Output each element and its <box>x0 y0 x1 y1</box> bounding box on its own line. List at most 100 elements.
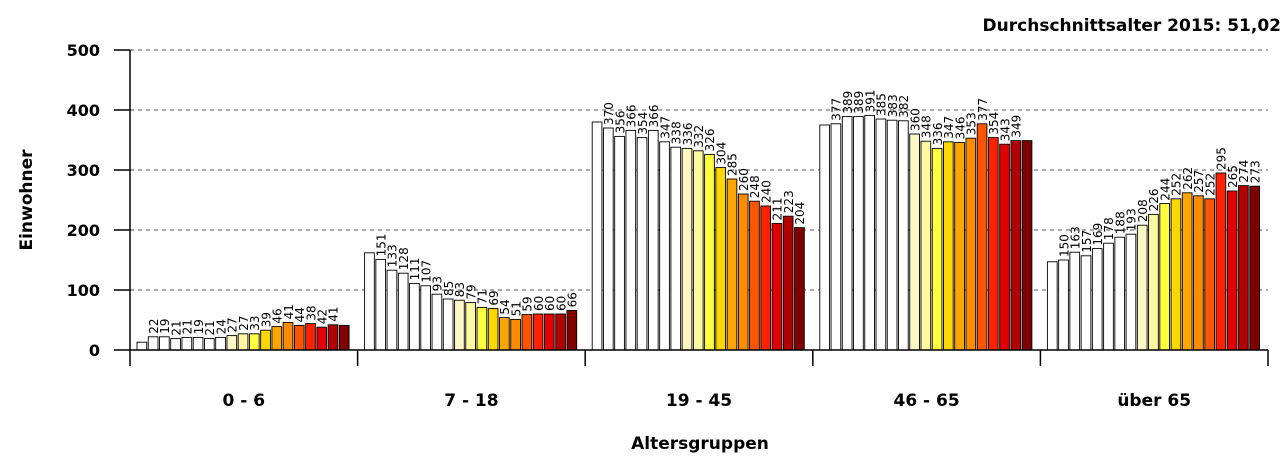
bar <box>943 141 954 351</box>
bar <box>293 324 305 351</box>
data-label: 252 <box>1170 173 1184 196</box>
x-axis-label: Altersgruppen <box>631 434 769 454</box>
data-label: 338 <box>670 121 684 144</box>
bar <box>532 313 544 351</box>
bar <box>1103 242 1114 351</box>
data-label: 240 <box>759 180 773 203</box>
bar <box>465 302 476 351</box>
data-label: 59 <box>521 296 535 311</box>
data-label: 188 <box>1113 211 1127 234</box>
data-label: 348 <box>920 115 934 138</box>
bar <box>555 313 566 351</box>
bar <box>954 141 965 351</box>
bar <box>1010 140 1022 351</box>
bar <box>760 205 772 351</box>
data-label: 366 <box>647 104 661 127</box>
bar <box>715 167 727 351</box>
bar <box>364 252 375 351</box>
x-tick-label: 7 - 18 <box>444 391 498 411</box>
bar <box>192 336 204 351</box>
data-label: 370 <box>602 102 616 125</box>
data-label: 226 <box>1147 188 1161 211</box>
data-label: 19 <box>192 319 206 334</box>
y-tick-label: 100 <box>67 281 100 300</box>
bar <box>566 309 578 351</box>
bar <box>420 285 431 351</box>
data-label: 19 <box>158 319 172 334</box>
bar <box>782 215 794 351</box>
bar <box>431 293 443 351</box>
y-tick-label: 300 <box>67 161 100 180</box>
x-tick-label: über 65 <box>1117 391 1191 411</box>
bar <box>260 329 271 351</box>
bar <box>226 335 238 351</box>
bar <box>794 227 805 351</box>
data-label: 27 <box>237 316 251 331</box>
bar <box>670 146 682 351</box>
bar <box>476 306 488 351</box>
bar <box>1091 248 1103 351</box>
data-label: 354 <box>987 112 1001 135</box>
bar <box>999 143 1010 351</box>
bar <box>271 326 283 351</box>
bar <box>237 333 249 351</box>
data-label: 223 <box>782 190 796 213</box>
bar <box>819 124 830 351</box>
data-label: 21 <box>169 320 183 335</box>
bar <box>1249 185 1260 351</box>
data-label: 356 <box>613 110 627 133</box>
data-label: 260 <box>737 168 751 191</box>
data-label: 244 <box>1158 178 1172 201</box>
bar <box>771 222 783 351</box>
data-label: 27 <box>226 317 240 332</box>
bar <box>499 317 510 351</box>
bar <box>830 123 842 351</box>
data-label: 208 <box>1136 199 1150 222</box>
data-label: 151 <box>374 233 388 256</box>
data-label: 389 <box>841 91 855 114</box>
data-label: 248 <box>748 175 762 198</box>
data-label: 382 <box>897 95 911 118</box>
data-label: 21 <box>203 320 217 335</box>
data-label: 265 <box>1226 165 1240 188</box>
bar <box>215 336 226 351</box>
data-label: 83 <box>453 282 467 297</box>
bar <box>853 116 864 351</box>
bar <box>386 269 398 351</box>
data-label: 353 <box>965 112 979 135</box>
bar <box>147 336 159 351</box>
data-label: 204 <box>793 202 807 225</box>
bar <box>1204 198 1215 351</box>
bar <box>1148 213 1159 351</box>
data-label: 193 <box>1125 208 1139 231</box>
bar <box>1125 233 1137 351</box>
bar <box>1136 224 1148 351</box>
data-label: 33 <box>248 316 262 331</box>
data-label: 111 <box>408 257 422 280</box>
bar <box>1080 255 1092 351</box>
bar <box>920 140 932 351</box>
bar <box>248 333 260 351</box>
data-label: 354 <box>636 112 650 135</box>
bar <box>316 326 328 351</box>
data-label: 377 <box>976 98 990 121</box>
data-label: 274 <box>1237 160 1251 183</box>
data-label: 69 <box>487 290 501 305</box>
bar <box>647 129 659 351</box>
data-label: 54 <box>498 299 512 314</box>
bar <box>136 341 148 351</box>
bar <box>886 119 898 351</box>
bar <box>375 258 387 351</box>
data-label: 347 <box>942 116 956 139</box>
data-label: 349 <box>1010 115 1024 138</box>
y-tick-label: 500 <box>67 41 100 60</box>
data-label: 79 <box>464 284 478 299</box>
y-tick-label: 400 <box>67 101 100 120</box>
data-label: 257 <box>1192 170 1206 193</box>
bar <box>170 338 181 351</box>
data-label: 46 <box>271 308 285 323</box>
bar <box>181 336 193 351</box>
bar <box>521 314 533 351</box>
data-label: 346 <box>953 116 967 139</box>
bar <box>625 129 637 351</box>
